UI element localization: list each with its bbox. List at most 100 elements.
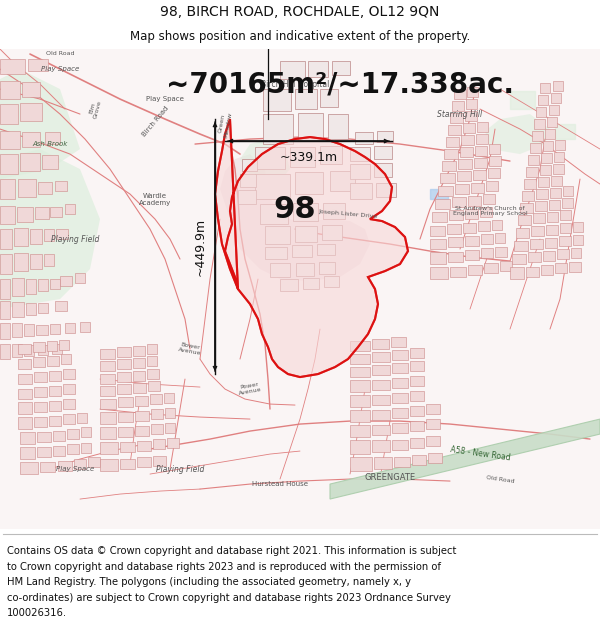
Polygon shape	[543, 251, 555, 261]
Polygon shape	[554, 152, 564, 162]
Polygon shape	[330, 419, 600, 499]
Polygon shape	[518, 215, 531, 225]
Polygon shape	[350, 425, 370, 437]
Polygon shape	[265, 247, 287, 259]
Polygon shape	[17, 207, 33, 222]
Polygon shape	[541, 153, 552, 163]
Polygon shape	[20, 447, 35, 459]
Polygon shape	[0, 229, 12, 249]
Polygon shape	[430, 252, 446, 264]
Text: Starring Hill: Starring Hill	[437, 109, 482, 119]
Polygon shape	[63, 369, 75, 379]
Polygon shape	[569, 262, 581, 272]
Polygon shape	[20, 103, 42, 121]
Polygon shape	[117, 347, 131, 357]
Polygon shape	[500, 261, 512, 271]
Polygon shape	[392, 440, 408, 450]
Polygon shape	[452, 101, 464, 111]
Polygon shape	[410, 421, 424, 431]
Text: ~70165m²/~17.338ac.: ~70165m²/~17.338ac.	[166, 70, 514, 98]
Polygon shape	[117, 372, 131, 382]
Polygon shape	[100, 374, 115, 384]
Polygon shape	[555, 263, 567, 273]
Polygon shape	[546, 225, 558, 235]
Polygon shape	[573, 222, 583, 232]
Polygon shape	[0, 104, 18, 124]
Polygon shape	[33, 342, 45, 352]
Polygon shape	[350, 354, 370, 364]
Polygon shape	[394, 457, 410, 467]
Polygon shape	[12, 278, 24, 296]
Polygon shape	[530, 239, 543, 249]
Polygon shape	[0, 69, 80, 179]
Polygon shape	[428, 453, 442, 463]
Polygon shape	[522, 191, 534, 201]
Polygon shape	[540, 165, 551, 175]
Polygon shape	[26, 279, 36, 294]
Polygon shape	[350, 367, 370, 377]
Polygon shape	[100, 399, 116, 409]
Polygon shape	[322, 225, 342, 240]
Polygon shape	[240, 174, 256, 187]
Polygon shape	[58, 461, 72, 471]
Polygon shape	[520, 203, 533, 213]
Text: Playing Field: Playing Field	[51, 234, 99, 244]
Polygon shape	[549, 105, 559, 115]
Polygon shape	[410, 361, 424, 371]
Polygon shape	[563, 186, 573, 196]
Polygon shape	[260, 204, 288, 224]
Polygon shape	[426, 419, 440, 429]
Polygon shape	[263, 89, 291, 111]
Polygon shape	[135, 396, 148, 406]
Polygon shape	[492, 220, 502, 230]
Text: to Crown copyright and database rights 2023 and is reproduced with the permissio: to Crown copyright and database rights 2…	[7, 562, 441, 572]
Polygon shape	[34, 417, 47, 427]
Polygon shape	[372, 395, 390, 405]
Polygon shape	[526, 167, 538, 177]
Polygon shape	[392, 350, 408, 360]
Polygon shape	[20, 153, 40, 171]
Polygon shape	[133, 346, 145, 356]
Polygon shape	[476, 134, 488, 144]
Polygon shape	[81, 427, 91, 437]
Polygon shape	[80, 322, 90, 332]
Polygon shape	[410, 391, 424, 401]
Polygon shape	[150, 394, 162, 404]
Polygon shape	[34, 387, 47, 397]
Text: Old Road: Old Road	[485, 474, 514, 484]
Polygon shape	[74, 459, 86, 469]
Polygon shape	[488, 168, 500, 178]
Polygon shape	[463, 123, 475, 133]
Polygon shape	[88, 457, 100, 467]
Polygon shape	[446, 137, 459, 147]
Polygon shape	[551, 93, 561, 103]
Polygon shape	[265, 226, 290, 244]
Polygon shape	[562, 198, 573, 208]
Text: St Andrew's Church of
England Primary School: St Andrew's Church of England Primary Sc…	[452, 206, 527, 216]
Polygon shape	[60, 276, 72, 286]
Polygon shape	[0, 279, 10, 299]
Polygon shape	[59, 340, 69, 350]
Polygon shape	[18, 402, 32, 414]
Text: ~339.1m: ~339.1m	[280, 151, 338, 164]
Polygon shape	[377, 131, 393, 142]
Polygon shape	[372, 352, 390, 362]
Polygon shape	[449, 210, 463, 220]
Polygon shape	[65, 323, 75, 333]
Polygon shape	[35, 207, 49, 219]
Polygon shape	[444, 149, 458, 159]
Text: Map shows position and indicative extent of the property.: Map shows position and indicative extent…	[130, 30, 470, 43]
Polygon shape	[530, 143, 541, 153]
Polygon shape	[0, 206, 15, 224]
Polygon shape	[477, 122, 488, 132]
Polygon shape	[20, 432, 35, 444]
Polygon shape	[270, 263, 290, 277]
Polygon shape	[541, 265, 553, 275]
Text: Bower
Avenue: Bower Avenue	[178, 342, 202, 356]
Polygon shape	[292, 245, 312, 257]
Polygon shape	[374, 163, 392, 177]
Polygon shape	[53, 446, 65, 456]
Polygon shape	[549, 200, 560, 210]
Polygon shape	[320, 89, 338, 107]
Polygon shape	[535, 201, 547, 211]
